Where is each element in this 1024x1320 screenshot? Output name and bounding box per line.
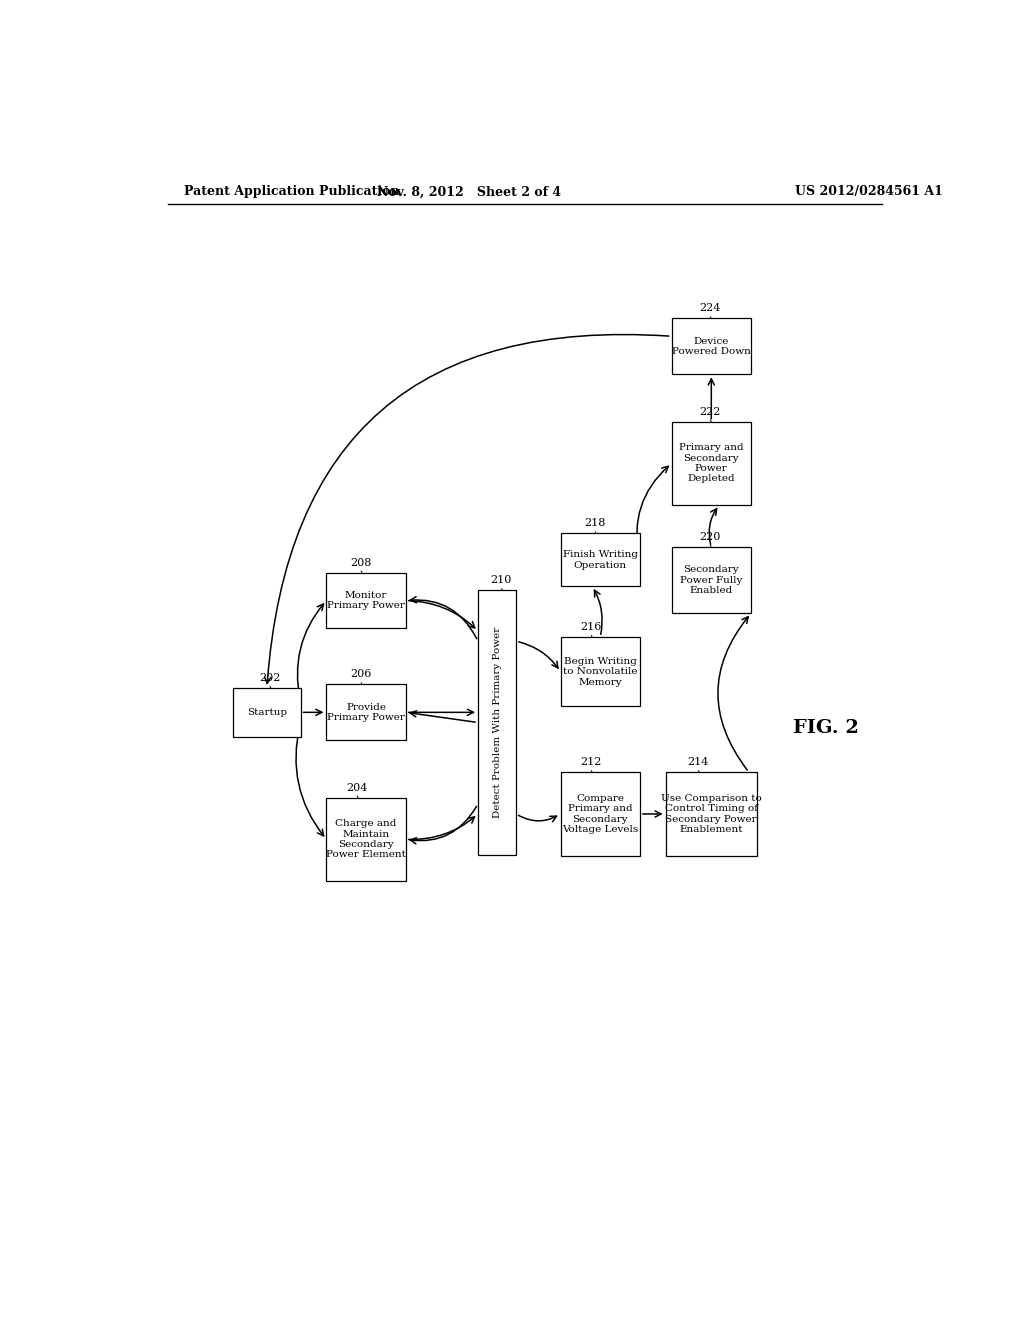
Text: Begin Writing
to Nonvolatile
Memory: Begin Writing to Nonvolatile Memory	[563, 657, 638, 686]
Text: 212: 212	[581, 758, 602, 767]
FancyBboxPatch shape	[560, 772, 640, 855]
Text: Provide
Primary Power: Provide Primary Power	[327, 702, 406, 722]
Text: Compare
Primary and
Secondary
Voltage Levels: Compare Primary and Secondary Voltage Le…	[562, 793, 638, 834]
FancyBboxPatch shape	[233, 688, 301, 737]
Text: Device
Powered Down: Device Powered Down	[672, 337, 751, 356]
Text: 208: 208	[350, 557, 372, 568]
Text: 220: 220	[699, 532, 721, 543]
Text: FIG. 2: FIG. 2	[794, 718, 859, 737]
FancyBboxPatch shape	[327, 684, 406, 741]
FancyBboxPatch shape	[327, 573, 406, 628]
FancyBboxPatch shape	[672, 548, 751, 614]
Text: US 2012/0284561 A1: US 2012/0284561 A1	[795, 185, 942, 198]
Text: 224: 224	[699, 304, 721, 313]
Text: Nov. 8, 2012   Sheet 2 of 4: Nov. 8, 2012 Sheet 2 of 4	[377, 185, 561, 198]
FancyBboxPatch shape	[672, 421, 751, 506]
Text: Charge and
Maintain
Secondary
Power Element: Charge and Maintain Secondary Power Elem…	[326, 820, 407, 859]
FancyBboxPatch shape	[560, 533, 640, 586]
Text: Primary and
Secondary
Power
Depleted: Primary and Secondary Power Depleted	[679, 444, 743, 483]
Text: 214: 214	[687, 758, 709, 767]
Text: Detect Problem With Primary Power: Detect Problem With Primary Power	[493, 627, 502, 818]
Text: 206: 206	[350, 669, 372, 680]
Text: Patent Application Publication: Patent Application Publication	[183, 185, 399, 198]
FancyBboxPatch shape	[478, 590, 516, 854]
Text: Secondary
Power Fully
Enabled: Secondary Power Fully Enabled	[680, 565, 742, 595]
Text: 216: 216	[581, 622, 602, 632]
FancyBboxPatch shape	[666, 772, 757, 855]
Text: 222: 222	[699, 407, 721, 417]
Text: Use Comparison to
Control Timing of
Secondary Power
Enablement: Use Comparison to Control Timing of Seco…	[660, 793, 762, 834]
Text: 210: 210	[490, 576, 512, 585]
Text: Monitor
Primary Power: Monitor Primary Power	[327, 591, 406, 610]
Text: Finish Writing
Operation: Finish Writing Operation	[563, 550, 638, 569]
Text: Startup: Startup	[247, 708, 287, 717]
Text: 218: 218	[585, 519, 605, 528]
FancyBboxPatch shape	[327, 797, 406, 880]
Text: 202: 202	[259, 673, 281, 682]
FancyBboxPatch shape	[560, 638, 640, 706]
FancyBboxPatch shape	[672, 318, 751, 375]
Text: 204: 204	[346, 783, 368, 792]
